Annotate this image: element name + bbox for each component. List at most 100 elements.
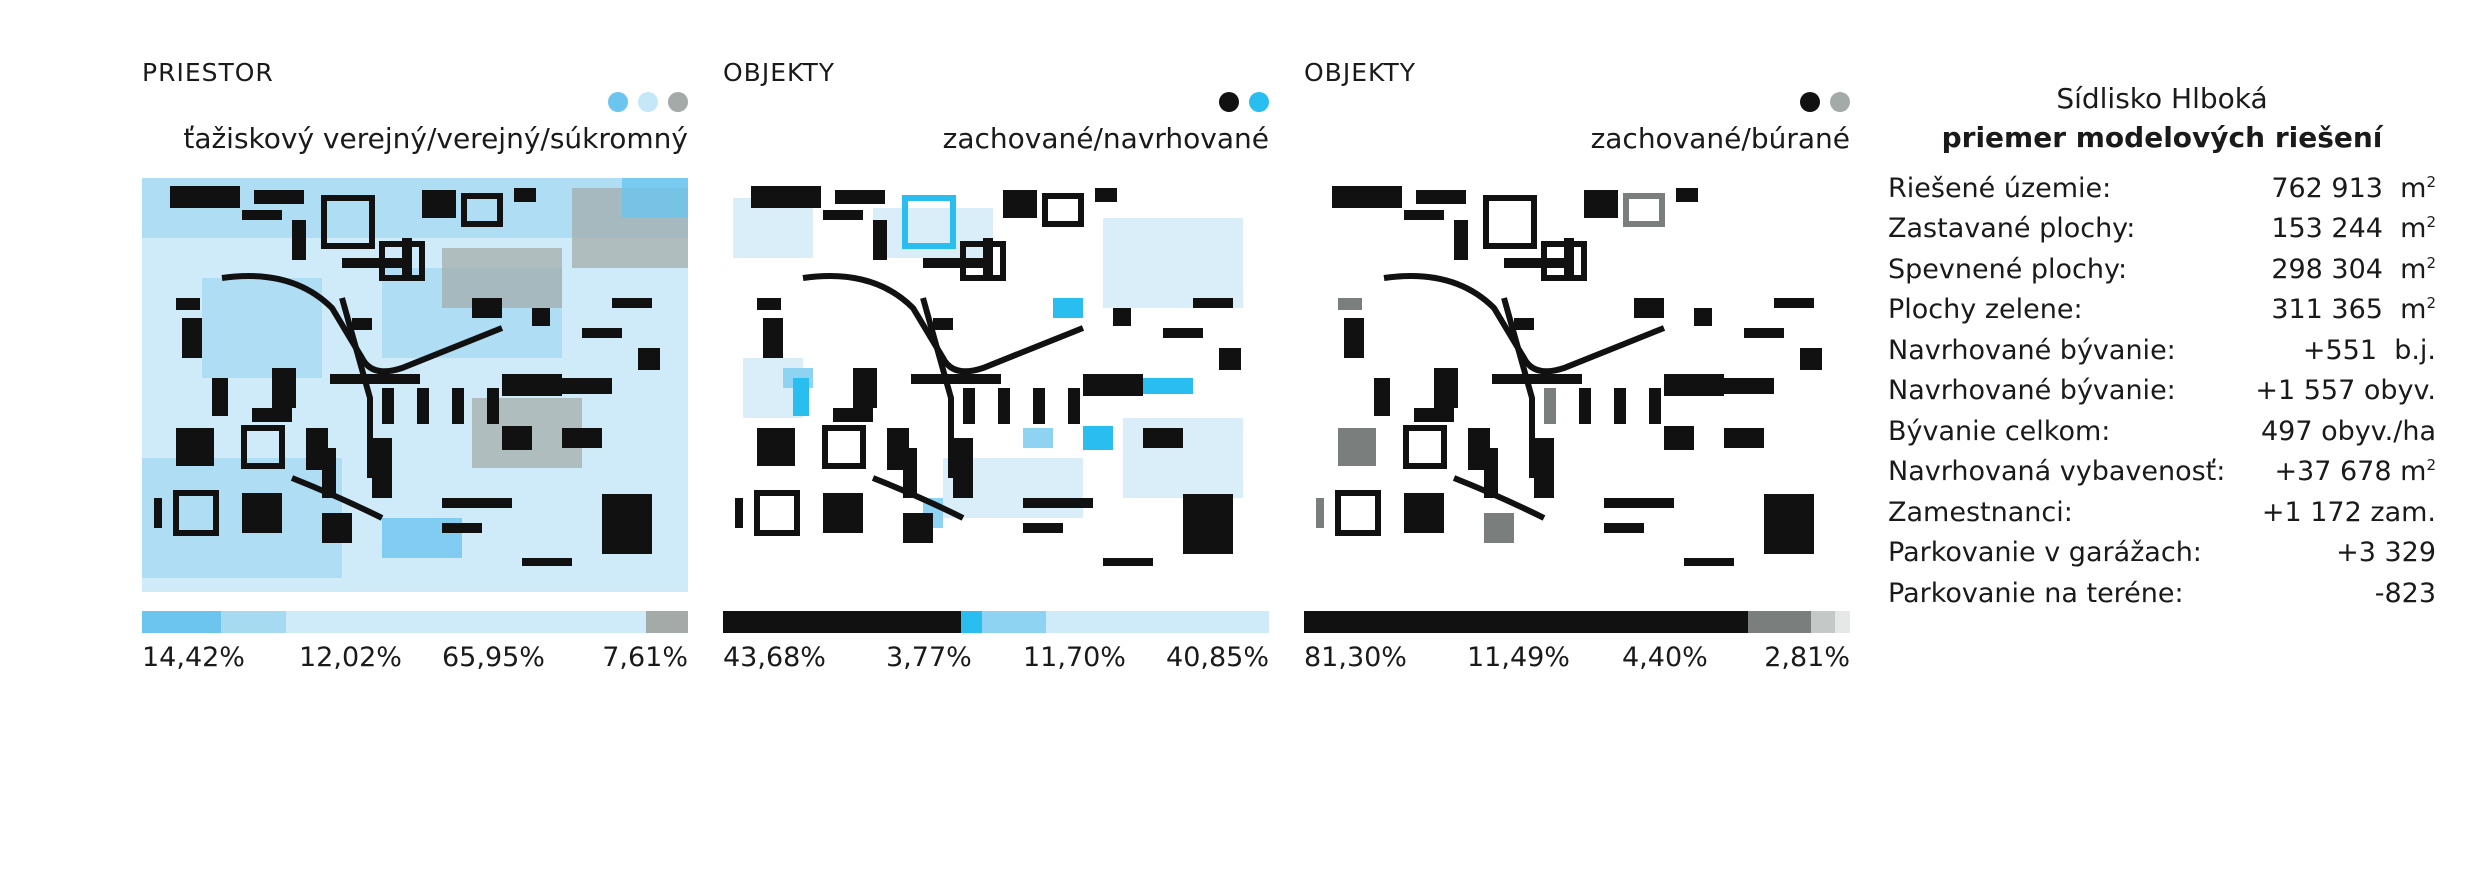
percentage-bar [723,611,1269,633]
bar-segment [646,611,688,633]
stats-row: Zastavané plochy: 153 244 m2 [1888,209,2436,250]
stats-label: Riešené územie: [1888,172,2112,204]
stats-unit: obyv./ha [2321,415,2436,447]
bar-segment [982,611,1046,633]
stats-unit: m [2400,213,2427,245]
legend-dot [1800,92,1820,112]
percentage-bar [142,611,688,633]
legend-dot [608,92,628,112]
bar-segment [286,611,647,633]
stats-value-cell: -823 [2375,578,2436,609]
site-plan-map-demolished [1304,178,1850,592]
stats-subtitle: priemer modelových riešení [1941,121,2383,154]
stats-value-cell: 762 913 m2 [2271,173,2436,204]
bar-segment [1834,611,1850,633]
panel-subtitle: ťažiskový verejný/verejný/súkromný [183,122,688,155]
percent-label: 3,77% [886,642,972,673]
stats-value: -823 [2374,577,2436,609]
stats-label: Navrhované bývanie: [1888,375,2176,407]
stats-label: Zamestnanci: [1888,496,2073,528]
stats-label: Plochy zelene: [1888,294,2083,326]
percent-label: 7,61% [602,642,688,673]
legend-dot [638,92,658,112]
stats-unit: m [2400,172,2427,204]
stats-row: Zamestnanci: +1 172 zam. [1888,492,2436,533]
stats-value-cell: +551 b.j. [2303,335,2436,366]
stats-unit: obyv. [2363,375,2436,407]
bar-segment [723,611,962,633]
stats-label: Bývanie celkom: [1888,415,2111,447]
panel-subtitle: zachované/búrané [1590,122,1850,155]
bar-segment [220,611,287,633]
stats-unit-sup: 2 [2426,294,2436,313]
panel-title: OBJEKTY [723,58,835,87]
stats-value-cell: 153 244 m2 [2271,213,2436,244]
legend-dot [668,92,688,112]
percent-label: 81,30% [1304,642,1407,673]
percent-label: 65,95% [442,642,545,673]
stats-rows: Riešené územie: 762 913 m2 Zastavané ploc… [1888,168,2436,614]
panel-title: OBJEKTY [1304,58,1416,87]
stats-label: Zastavané plochy: [1888,213,2136,245]
percent-label: 2,81% [1764,642,1850,673]
stats-row: Bývanie celkom: 497 obyv./ha [1888,411,2436,452]
stats-unit: m [2400,456,2427,488]
stats-value: 762 913 [2271,172,2383,204]
bar-segment [1810,611,1835,633]
site-plan-map-proposed [723,178,1269,592]
panel-subtitle: zachované/navrhované [942,122,1269,155]
percent-label: 43,68% [723,642,826,673]
bar-segment [142,611,221,633]
stats-label: Spevnené plochy: [1888,253,2128,285]
percent-label: 11,49% [1467,642,1570,673]
stats-row: Plochy zelene: 311 365 m2 [1888,290,2436,331]
stats-value-cell: +37 678 m2 [2274,456,2436,487]
bar-segment [1045,611,1269,633]
legend-dots [608,92,688,112]
stats-unit-sup: 2 [2426,213,2436,232]
percentage-bar [1304,611,1850,633]
stats-row: Navrhované bývanie: +1 557 obyv. [1888,371,2436,412]
panel-title: PRIESTOR [142,58,274,87]
stats-value: +3 329 [2336,537,2436,569]
stats-row: Parkovanie na teréne: -823 [1888,573,2436,614]
stats-row: Parkovanie v garážach: +3 329 [1888,533,2436,574]
legend-dots [1800,92,1850,112]
stats-unit-sup: 2 [2426,456,2436,475]
stats-unit: m [2400,253,2427,285]
bar-segment [1304,611,1748,633]
stats-value: +1 172 [2261,496,2362,528]
legend-dot [1219,92,1239,112]
stats-value: 497 [2261,415,2313,447]
bar-segment [1747,611,1811,633]
stats-value-cell: +3 329 [2336,537,2436,568]
bar-segment [961,611,983,633]
percent-label: 14,42% [142,642,245,673]
legend-dots [1219,92,1269,112]
legend-dot [1830,92,1850,112]
stats-row: Riešené územie: 762 913 m2 [1888,168,2436,209]
stats-value-cell: 497 obyv./ha [2261,416,2436,447]
legend-dot [1249,92,1269,112]
stats-row: Navrhovaná vybavenosť: +37 678 m2 [1888,452,2436,493]
stats-value-cell: 298 304 m2 [2271,254,2436,285]
stats-value-cell: 311 365 m2 [2271,294,2436,325]
stats-value: 153 244 [2271,213,2383,245]
stats-value: +1 557 [2255,375,2356,407]
stats-label: Parkovanie v garážach: [1888,537,2202,569]
stats-value-cell: +1 557 obyv. [2255,375,2436,406]
percent-label: 40,85% [1166,642,1269,673]
stats-unit: b.j. [2394,334,2436,366]
stats-label: Navrhované bývanie: [1888,334,2176,366]
stats-row: Spevnené plochy: 298 304 m2 [1888,249,2436,290]
stats-unit-sup: 2 [2426,253,2436,272]
stats-unit: m [2400,294,2427,326]
stats-value: +551 [2302,334,2378,366]
percent-label: 12,02% [299,642,402,673]
stats-value: 298 304 [2271,253,2383,285]
stats-unit: zam. [2370,496,2436,528]
stats-label: Parkovanie na teréne: [1888,577,2184,609]
stats-row: Navrhované bývanie: +551 b.j. [1888,330,2436,371]
percent-label: 4,40% [1622,642,1708,673]
stats-table: Sídlisko Hlboká priemer modelových rieše… [1888,82,2436,614]
